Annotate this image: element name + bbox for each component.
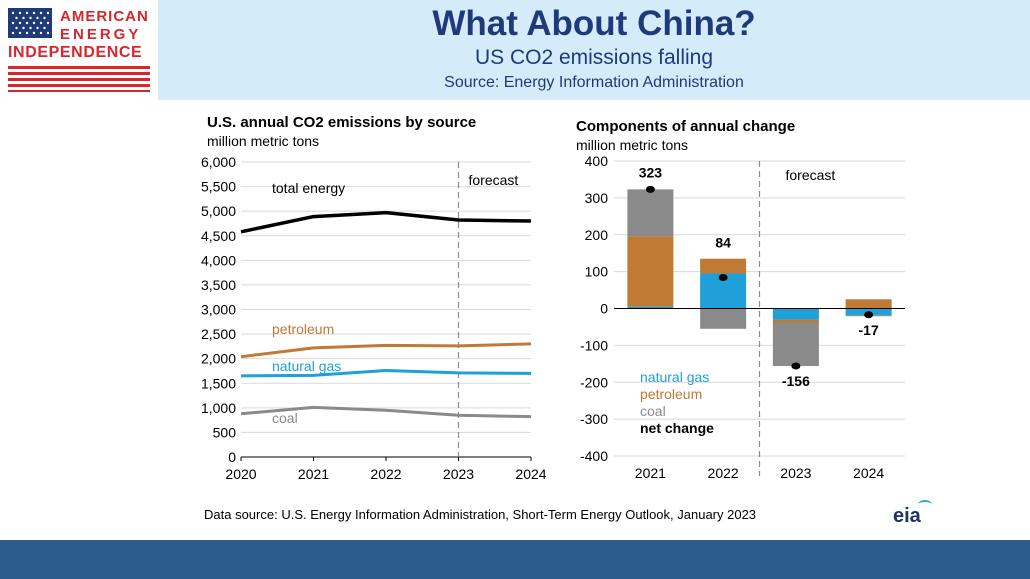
american-energy-independence-logo: AMERICAN ENERGY INDEPENDENCE <box>0 0 158 100</box>
line-chart-forecast-label: forecast <box>469 172 519 188</box>
charts-canvas: U.S. annual CO2 emissions by source milli… <box>201 114 905 482</box>
line-chart-x-tick-label: 2021 <box>298 466 329 482</box>
bar-segment-petroleum <box>845 299 892 309</box>
bar-segment-natural-gas <box>772 308 819 320</box>
line-series-label-natural-gas: natural gas <box>272 358 341 374</box>
bar-chart-x-tick-label: 2022 <box>708 465 739 481</box>
page-subtitle: US CO2 emissions falling <box>474 46 714 69</box>
line-series-natural-gas <box>240 368 532 378</box>
bar-segment-natural-gas <box>627 306 674 309</box>
net-change-label: 84 <box>715 235 731 251</box>
line-chart-y-tick-label: 4,500 <box>201 228 236 244</box>
line-chart-y-tick-label: 3,500 <box>201 277 236 293</box>
line-series-label-coal: coal <box>272 410 298 426</box>
line-chart-y-tick-label: 1,000 <box>201 400 236 416</box>
bar-segment-coal <box>772 322 819 367</box>
net-change-label: -17 <box>859 322 879 338</box>
line-chart-y-tick-label: 2,500 <box>201 326 236 342</box>
bar-chart-y-tick-label: -200 <box>580 374 608 390</box>
line-chart-units: million metric tons <box>207 133 319 149</box>
page-source: Source: Energy Information Administratio… <box>444 74 744 91</box>
line-chart-emissions-by-source: U.S. annual CO2 emissions by source milli… <box>201 114 547 482</box>
bar-chart-components-of-change: Components of annual change million metri… <box>576 118 905 481</box>
net-change-label: -156 <box>782 373 810 389</box>
line-chart-x-tick-label: 2020 <box>225 466 256 482</box>
legend-item-petroleum: petroleum <box>640 386 702 402</box>
bottom-bar <box>0 540 1030 579</box>
line-chart-y-tick-label: 5,000 <box>201 203 236 219</box>
bar-chart-y-tick-label: -100 <box>580 337 608 353</box>
net-change-marker <box>718 274 728 282</box>
line-series-petroleum <box>240 342 532 359</box>
bar-chart-y-tick-label: 100 <box>585 264 609 280</box>
eia-logo: eia <box>893 505 921 527</box>
bar-segment-petroleum <box>627 236 674 307</box>
line-chart-y-tick-label: 1,500 <box>201 375 236 391</box>
bar-segment-coal <box>700 308 747 329</box>
bar-chart-title: Components of annual change <box>576 118 795 135</box>
bar-chart-y-tick-label: -400 <box>580 448 608 464</box>
eia-swoosh-icon <box>918 500 932 509</box>
legend-item-natural-gas: natural gas <box>640 369 709 385</box>
bar-chart-y-tick-label: 300 <box>585 190 609 206</box>
line-chart-y-tick-label: 2,000 <box>201 351 236 367</box>
line-series-label-total-energy: total energy <box>272 180 345 196</box>
line-chart-y-tick-label: 4,000 <box>201 252 236 268</box>
line-series-total-energy <box>240 210 532 234</box>
bar-chart-x-tick-label: 2024 <box>853 465 884 481</box>
footer-data-source: Data source: U.S. Energy Information Adm… <box>204 507 757 522</box>
net-change-marker <box>864 311 874 319</box>
logo-text-american: AMERICAN <box>60 8 149 25</box>
bar-chart-x-tick-label: 2023 <box>780 465 811 481</box>
bar-segment-petroleum <box>772 319 819 323</box>
line-chart-y-tick-label: 6,000 <box>201 154 236 170</box>
bar-chart-y-tick-label: 400 <box>585 153 609 169</box>
page-title: What About China? <box>432 4 756 43</box>
logo-text-independence: INDEPENDENCE <box>8 44 143 61</box>
header-banner <box>0 0 1030 100</box>
line-chart-y-tick-label: 5,500 <box>201 179 236 195</box>
bar-chart-x-tick-label: 2021 <box>635 465 666 481</box>
logo-text-energy: ENERGY <box>60 26 142 43</box>
net-change-marker <box>645 185 655 193</box>
line-chart-x-tick-label: 2022 <box>370 466 401 482</box>
bar-segment-coal <box>627 189 674 237</box>
line-chart-y-tick-label: 3,000 <box>201 302 236 318</box>
line-chart-x-tick-label: 2023 <box>443 466 474 482</box>
line-chart-y-tick-label: 0 <box>228 449 236 465</box>
line-series-label-petroleum: petroleum <box>272 321 334 337</box>
line-chart-title: U.S. annual CO2 emissions by source <box>207 114 476 131</box>
line-chart-x-tick-label: 2024 <box>515 466 546 482</box>
bar-chart-y-tick-label: -300 <box>580 411 608 427</box>
logo-stripes <box>8 66 150 92</box>
bar-segment-petroleum <box>700 258 747 274</box>
us-flag-icon <box>8 8 52 38</box>
bar-chart-forecast-label: forecast <box>786 167 836 183</box>
legend-item-coal: coal <box>640 403 666 419</box>
line-chart-y-tick-label: 500 <box>213 424 237 440</box>
bar-chart-y-tick-label: 0 <box>600 301 608 317</box>
bar-chart-units: million metric tons <box>576 137 688 153</box>
net-change-marker <box>791 362 801 370</box>
net-change-label: 323 <box>639 164 663 180</box>
legend-item-net-change: net change <box>640 420 714 436</box>
line-series-coal <box>240 405 532 419</box>
bar-chart-y-tick-label: 200 <box>585 227 609 243</box>
